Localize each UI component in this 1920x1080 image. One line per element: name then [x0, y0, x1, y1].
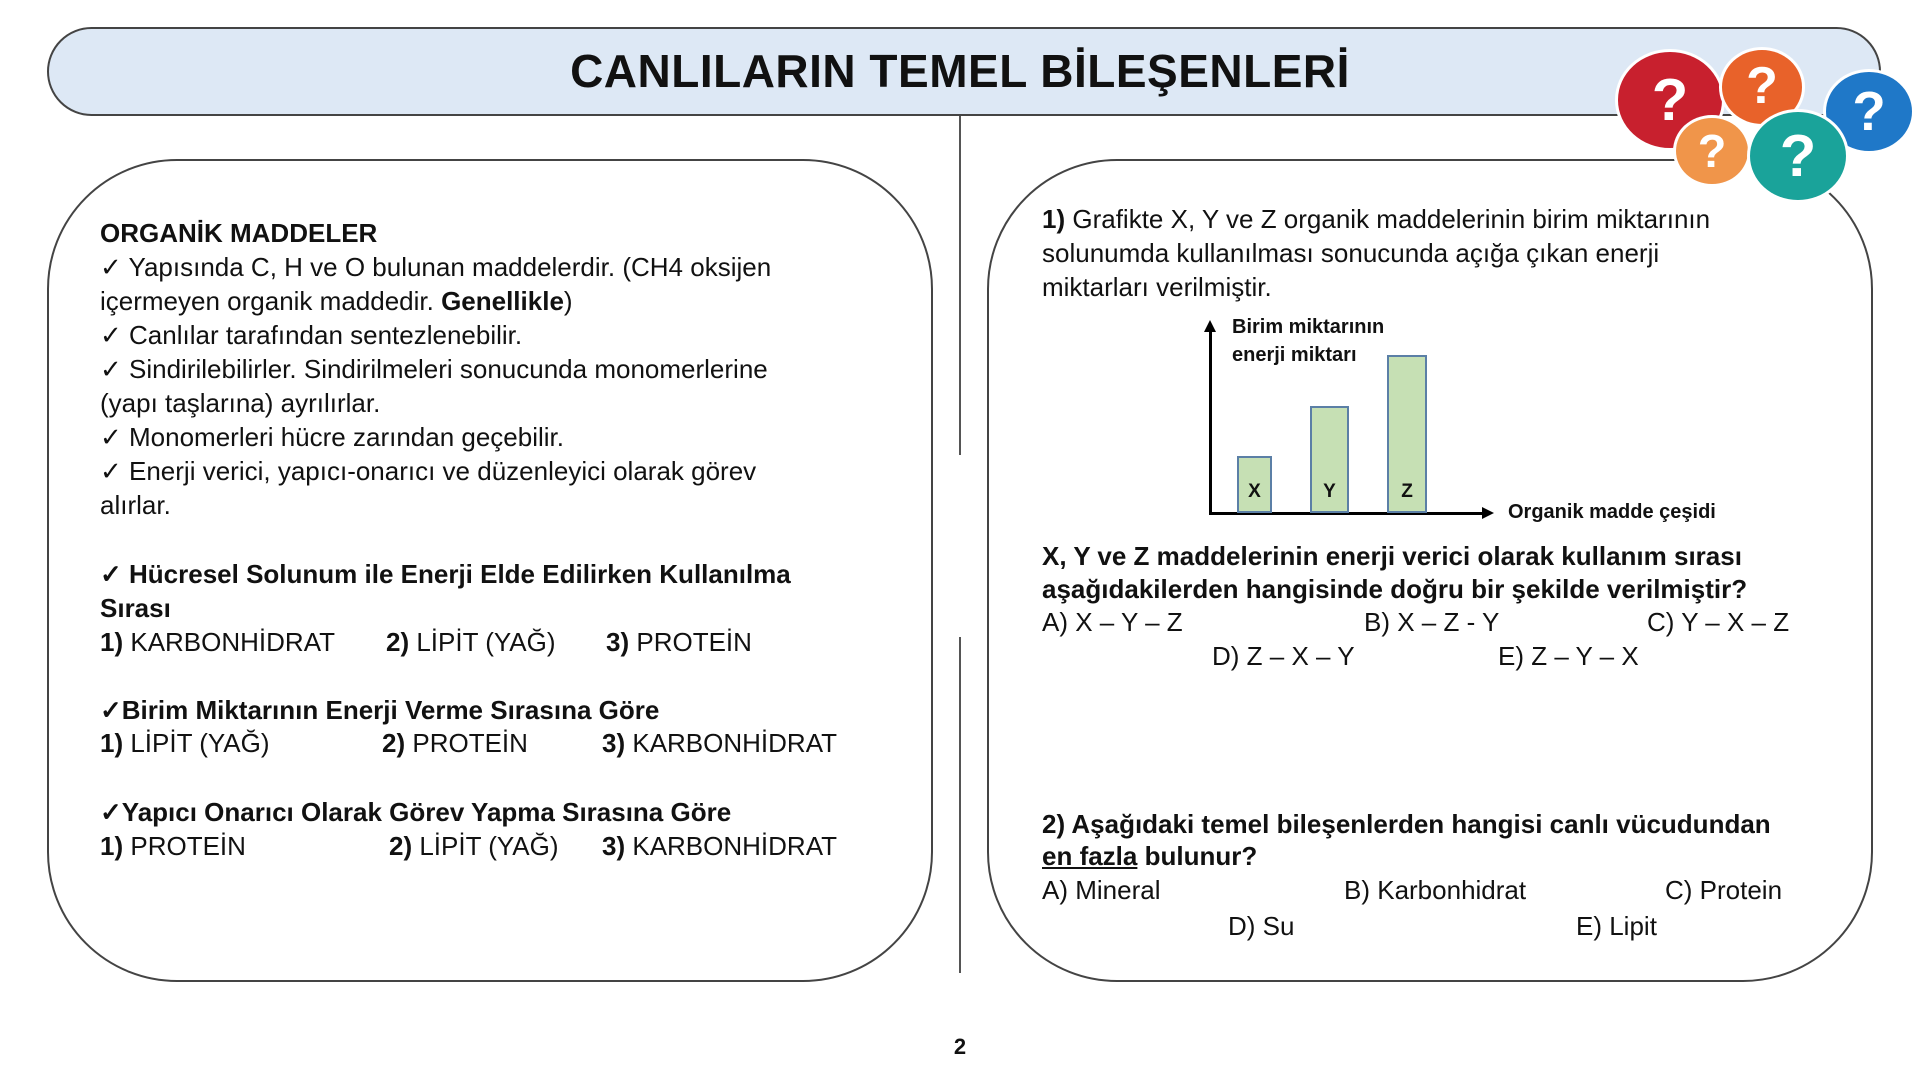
section-title: ✓ Hücresel Solunum ile Enerji Elde Edili… [100, 559, 791, 589]
q1-question: X, Y ve Z maddelerinin enerji verici ola… [1042, 541, 1742, 571]
text: PROTEİN [123, 831, 246, 861]
q2-option-b[interactable]: B) Karbonhidrat [1344, 875, 1527, 905]
x-axis-label: Organik madde çeşidi [1508, 501, 1716, 523]
section-title: Sırası [100, 593, 171, 623]
page-number: 2 [953, 1034, 967, 1059]
bar-z: Z [1387, 355, 1427, 513]
page-title: CANLILARIN TEMEL BİLEŞENLERİ [570, 45, 1350, 97]
num: 1) [100, 627, 124, 657]
y-axis-arrow-icon [1204, 320, 1216, 332]
list-item: 2) LİPİT (YAĞ) [389, 829, 559, 863]
bar-y: Y [1310, 405, 1349, 513]
q1-option-a[interactable]: A) X – Y – Z [1042, 607, 1183, 637]
num: 3) [606, 627, 630, 657]
divider [959, 116, 961, 455]
q2-option-c[interactable]: C) Protein [1665, 875, 1783, 905]
text-line: alırlar. [100, 490, 171, 520]
question-bubble-icon: ? [1750, 112, 1846, 201]
text: LİPİT (YAĞ) [412, 831, 559, 861]
text: PROTEİN [629, 627, 752, 657]
text: bulunur? [1137, 841, 1258, 871]
list-item: 2) PROTEİN [382, 726, 528, 760]
y-axis-label: enerji miktarı [1232, 344, 1357, 366]
section-title: ✓Birim Miktarının Enerji Verme Sırasına … [100, 695, 660, 725]
question-bubble-icon: ? [1722, 50, 1802, 124]
text: KARBONHİDRAT [625, 831, 837, 861]
text: Grafikte X, Y ve Z organik maddelerinin … [1065, 204, 1711, 234]
list-item: 3) PROTEİN [606, 625, 752, 659]
x-axis [1209, 512, 1484, 515]
text-line: (yapı taşlarına) ayrılırlar. [100, 388, 381, 418]
section-heading: ORGANİK MADDELER [100, 218, 378, 248]
num: 2) [382, 728, 406, 758]
num: 1) [100, 728, 124, 758]
y-axis-label: Birim miktarının [1232, 316, 1385, 338]
q2-option-d[interactable]: D) Su [1228, 911, 1295, 941]
list-item: 3) KARBONHİDRAT [602, 726, 837, 760]
q2-question: 2) Aşağıdaki temel bileşenlerden hangisi… [1042, 809, 1771, 839]
text-line: ✓ Yapısında C, H ve O bulunan maddelerdi… [100, 252, 772, 282]
text: PROTEİN [405, 728, 528, 758]
text-line: ✓ Enerji verici, yapıcı-onarıcı ve düzen… [100, 456, 757, 486]
text-line: içermeyen organik maddedir. Genellikle) [100, 284, 573, 318]
q2-question: en fazla bulunur? [1042, 839, 1257, 873]
bold-text: Genellikle [441, 286, 564, 316]
left-panel [47, 159, 933, 982]
list-item: 3) KARBONHİDRAT [602, 829, 837, 863]
bar-label: Y [1323, 480, 1336, 502]
q1-option-c[interactable]: C) Y – X – Z [1647, 607, 1790, 637]
bar-x: X [1237, 456, 1272, 513]
text-line: ✓ Canlılar tarafından sentezlenebilir. [100, 320, 523, 350]
section-title: ✓Yapıcı Onarıcı Olarak Görev Yapma Sıras… [100, 797, 732, 827]
q1-intro-line: solunumda kullanılması sonucunda açığa ç… [1042, 238, 1660, 268]
q2-option-a[interactable]: A) Mineral [1042, 875, 1161, 905]
q1-option-e[interactable]: E) Z – Y – X [1498, 641, 1639, 671]
list-item: 1) PROTEİN [100, 829, 246, 863]
q1-intro-line: miktarları verilmiştir. [1042, 272, 1272, 302]
text-line: ✓ Monomerleri hücre zarından geçebilir. [100, 422, 565, 452]
list-item: 1) KARBONHİDRAT [100, 625, 335, 659]
list-item: 1) LİPİT (YAĞ) [100, 726, 270, 760]
x-axis-arrow-icon [1482, 507, 1494, 519]
q1-question: aşağıdakilerden hangisinde doğru bir şek… [1042, 574, 1748, 604]
q1-option-d[interactable]: D) Z – X – Y [1212, 641, 1355, 671]
num: 2) [389, 831, 413, 861]
right-panel [987, 159, 1873, 982]
text: LİPİT (YAĞ) [409, 627, 556, 657]
question-bubble-icon: ? [1676, 118, 1748, 185]
q1-intro-line: 1) Grafikte X, Y ve Z organik maddelerin… [1042, 202, 1710, 236]
y-axis [1209, 330, 1212, 515]
bar-label: X [1248, 480, 1261, 502]
q-number: 1) [1042, 204, 1066, 234]
text: içermeyen organik maddedir. [100, 286, 442, 316]
num: 1) [100, 831, 124, 861]
num: 2) [386, 627, 410, 657]
title-banner [47, 27, 1881, 116]
text-line: ✓ Sindirilebilirler. Sindirilmeleri sonu… [100, 354, 768, 384]
divider [959, 637, 961, 973]
text: LİPİT (YAĞ) [123, 728, 270, 758]
bar-label: Z [1401, 480, 1413, 502]
list-item: 2) LİPİT (YAĞ) [386, 625, 556, 659]
q2-option-e[interactable]: E) Lipit [1576, 911, 1657, 941]
q1-option-b[interactable]: B) X – Z - Y [1364, 607, 1500, 637]
text: ) [563, 286, 573, 316]
num: 3) [602, 728, 626, 758]
text: KARBONHİDRAT [625, 728, 837, 758]
underlined-text: en fazla [1042, 841, 1138, 871]
text: KARBONHİDRAT [123, 627, 335, 657]
num: 3) [602, 831, 626, 861]
